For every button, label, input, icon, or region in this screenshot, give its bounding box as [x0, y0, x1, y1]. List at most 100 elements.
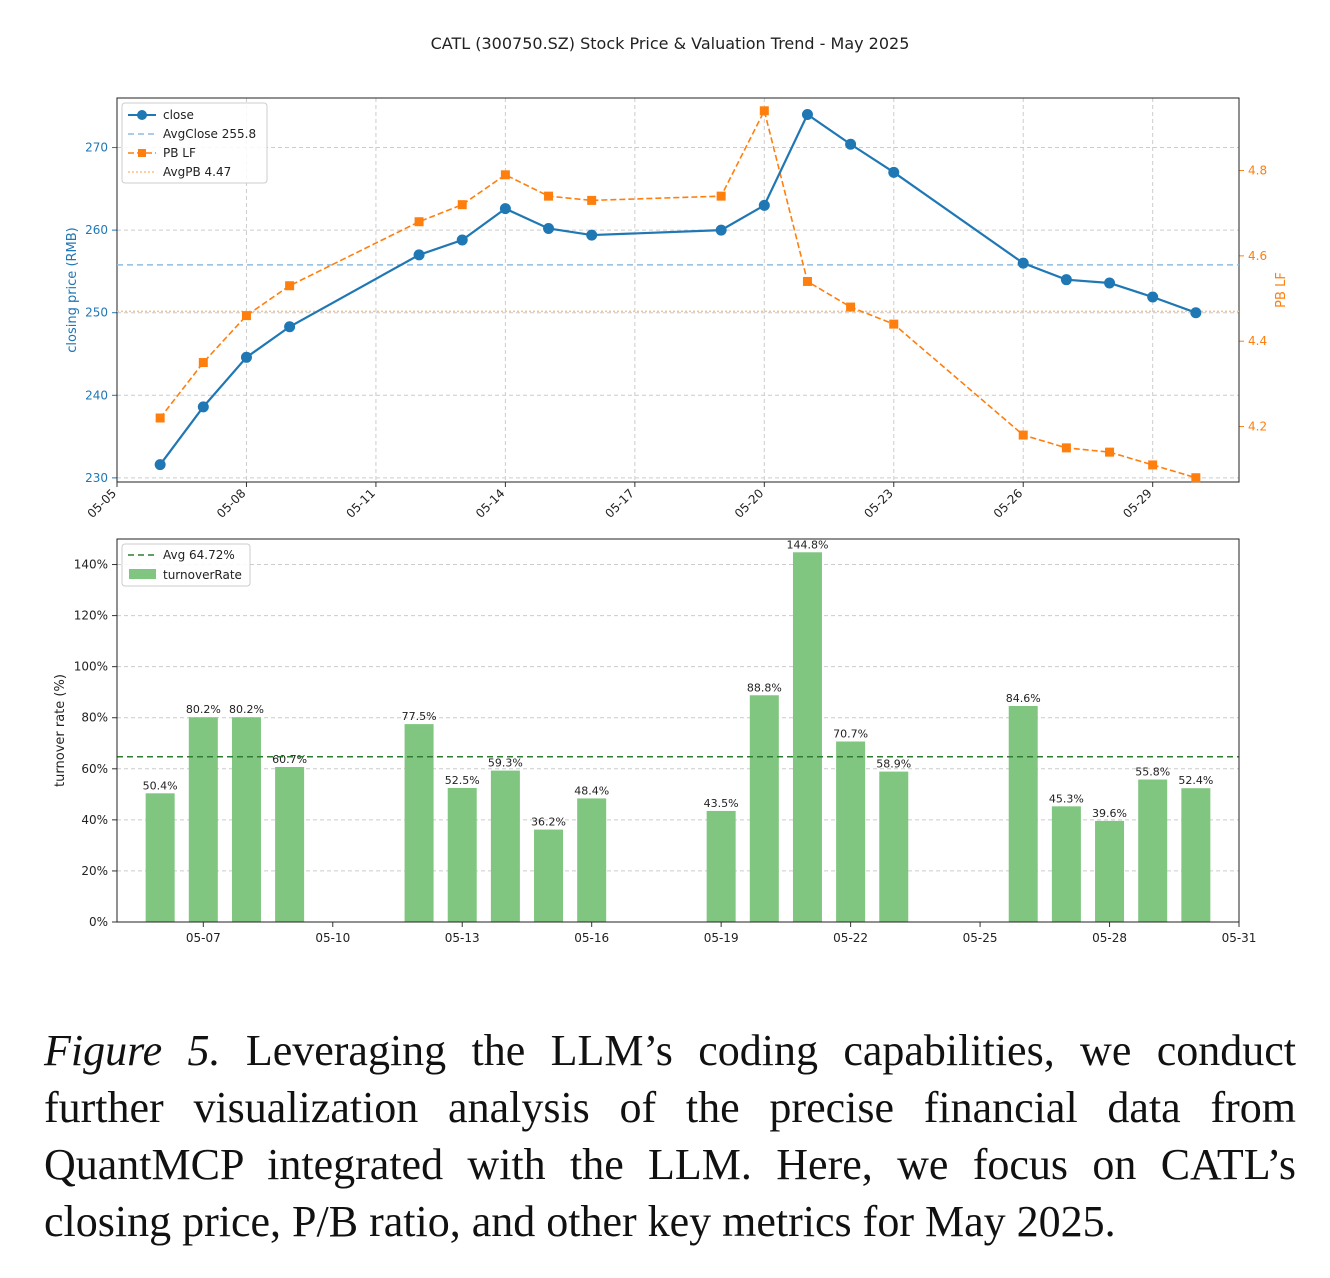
pb-point — [1061, 443, 1071, 453]
turnover-bar — [577, 798, 607, 922]
turnover-bar — [1051, 806, 1081, 922]
y-tick-label: 80% — [81, 711, 108, 725]
legend-label: AvgClose 255.8 — [163, 127, 256, 141]
turnover-data-label: 70.7% — [833, 727, 868, 740]
y-tick-label: 230 — [85, 471, 108, 485]
caption-text: Leveraging the LLM’s coding capabilities… — [44, 1026, 1296, 1246]
close-series-line — [159, 112, 1197, 466]
legend-label: PB LF — [163, 146, 196, 160]
x-tick-label: 05-16 — [574, 931, 609, 945]
turnover-bar — [404, 724, 434, 922]
price-pb-chart: 05-05 05-08 05-11 05-14 05-17 05-20 05-23 05-26… — [65, 97, 1289, 521]
y2-tick-label: 4.2 — [1248, 420, 1267, 434]
legend-label: Avg 64.72% — [163, 548, 235, 562]
y2-tick-label: 4.6 — [1248, 249, 1267, 263]
turnover-bar — [275, 767, 305, 922]
pb-point — [544, 191, 554, 201]
x-tick-label: 05-29 — [1120, 486, 1155, 521]
turnover-bar — [490, 770, 520, 922]
x-tick-label: 05-31 — [1222, 931, 1257, 945]
turnover-bar — [447, 787, 477, 922]
pb-point — [716, 191, 726, 201]
turnover-data-label: 77.5% — [402, 710, 437, 723]
y2-tick-label: 4.4 — [1248, 334, 1267, 348]
pb-point — [155, 413, 165, 423]
x-tick-label: 05-17 — [602, 486, 637, 521]
legend-marker-close — [137, 110, 147, 120]
legend-top: close AvgClose 255.8 PB LF AvgPB 4.47 — [121, 102, 268, 184]
pb-point — [198, 358, 208, 368]
legend-label: AvgPB 4.47 — [163, 165, 231, 179]
pb-series-line — [159, 108, 1197, 479]
close-point — [845, 138, 857, 150]
x-tick-label: 05-26 — [991, 486, 1026, 521]
turnover-data-label: 39.6% — [1092, 807, 1127, 820]
y2-axis-label: PB LF — [1274, 272, 1289, 308]
turnover-bar — [188, 717, 218, 922]
x-tick-label: 05-28 — [1092, 931, 1127, 945]
pb-point — [1018, 430, 1028, 440]
turnover-bar — [1181, 788, 1211, 922]
x-tick-label: 05-25 — [963, 931, 998, 945]
pb-point — [846, 302, 856, 312]
close-point — [1060, 274, 1072, 286]
legend-label: close — [163, 108, 194, 122]
turnover-bar — [534, 829, 564, 922]
y-axis-label: turnover rate (%) — [53, 674, 68, 787]
y-tick-label: 260 — [85, 223, 108, 237]
close-point — [197, 401, 209, 413]
close-point — [586, 229, 598, 241]
x-tick-label: 05-10 — [315, 931, 350, 945]
turnover-bar — [879, 771, 909, 922]
close-point — [1017, 257, 1029, 269]
x-tick-label: 05-23 — [861, 486, 896, 521]
close-point — [1190, 307, 1202, 319]
turnover-data-label: 58.9% — [876, 758, 911, 771]
turnover-bar — [231, 717, 261, 922]
figure-caption: Figure 5. Leveraging the LLM’s coding ca… — [44, 1022, 1296, 1250]
close-point — [1147, 291, 1159, 303]
turnover-data-label: 60.7% — [272, 753, 307, 766]
turnover-data-label: 88.8% — [747, 681, 782, 694]
pb-point — [285, 281, 295, 291]
turnover-data-label: 52.4% — [1178, 774, 1213, 787]
turnover-data-label: 43.5% — [704, 797, 739, 810]
close-point — [801, 109, 813, 121]
close-point — [154, 459, 166, 471]
turnover-data-label: 50.4% — [143, 779, 178, 792]
legend-box — [121, 102, 268, 184]
pb-point — [889, 319, 899, 329]
pb-point — [1191, 473, 1201, 483]
figure-canvas: CATL (300750.SZ) Stock Price & Valuation… — [53, 34, 1289, 945]
legend-bottom: Avg 64.72% turnoverRate — [121, 543, 251, 587]
close-point — [456, 234, 468, 246]
x-tick-label: 05-13 — [445, 931, 480, 945]
close-point — [1104, 277, 1116, 289]
pb-point — [1148, 460, 1158, 470]
plot-frame — [116, 97, 1240, 483]
pb-point — [241, 311, 251, 321]
close-point — [240, 351, 252, 363]
legend-swatch-turnover — [129, 569, 156, 579]
y-tick-label: 0% — [89, 915, 108, 929]
turnover-data-label: 52.5% — [445, 774, 480, 787]
x-tick-label: 05-19 — [704, 931, 739, 945]
turnover-data-label: 55.8% — [1135, 766, 1170, 779]
caption-lead: Figure 5. — [44, 1026, 221, 1075]
close-point — [499, 203, 511, 215]
x-tick-label: 05-20 — [732, 486, 767, 521]
turnover-bar — [749, 695, 779, 922]
pb-point — [802, 276, 812, 286]
pb-point — [1105, 447, 1115, 457]
y-tick-label: 40% — [81, 813, 108, 827]
close-point — [758, 199, 770, 211]
pb-point — [457, 200, 467, 210]
x-tick-label: 05-22 — [833, 931, 868, 945]
turnover-data-label: 80.2% — [229, 703, 264, 716]
turnover-chart: 0% 20% 40% 60% 80% 100% 120% 140% 05-07 05-10 05-1… — [53, 538, 1256, 945]
legend-label: turnoverRate — [163, 568, 242, 582]
pb-point — [414, 217, 424, 227]
x-tick-label: 05-08 — [214, 486, 249, 521]
y-tick-label: 140% — [74, 558, 108, 572]
turnover-data-label: 36.2% — [531, 816, 566, 829]
